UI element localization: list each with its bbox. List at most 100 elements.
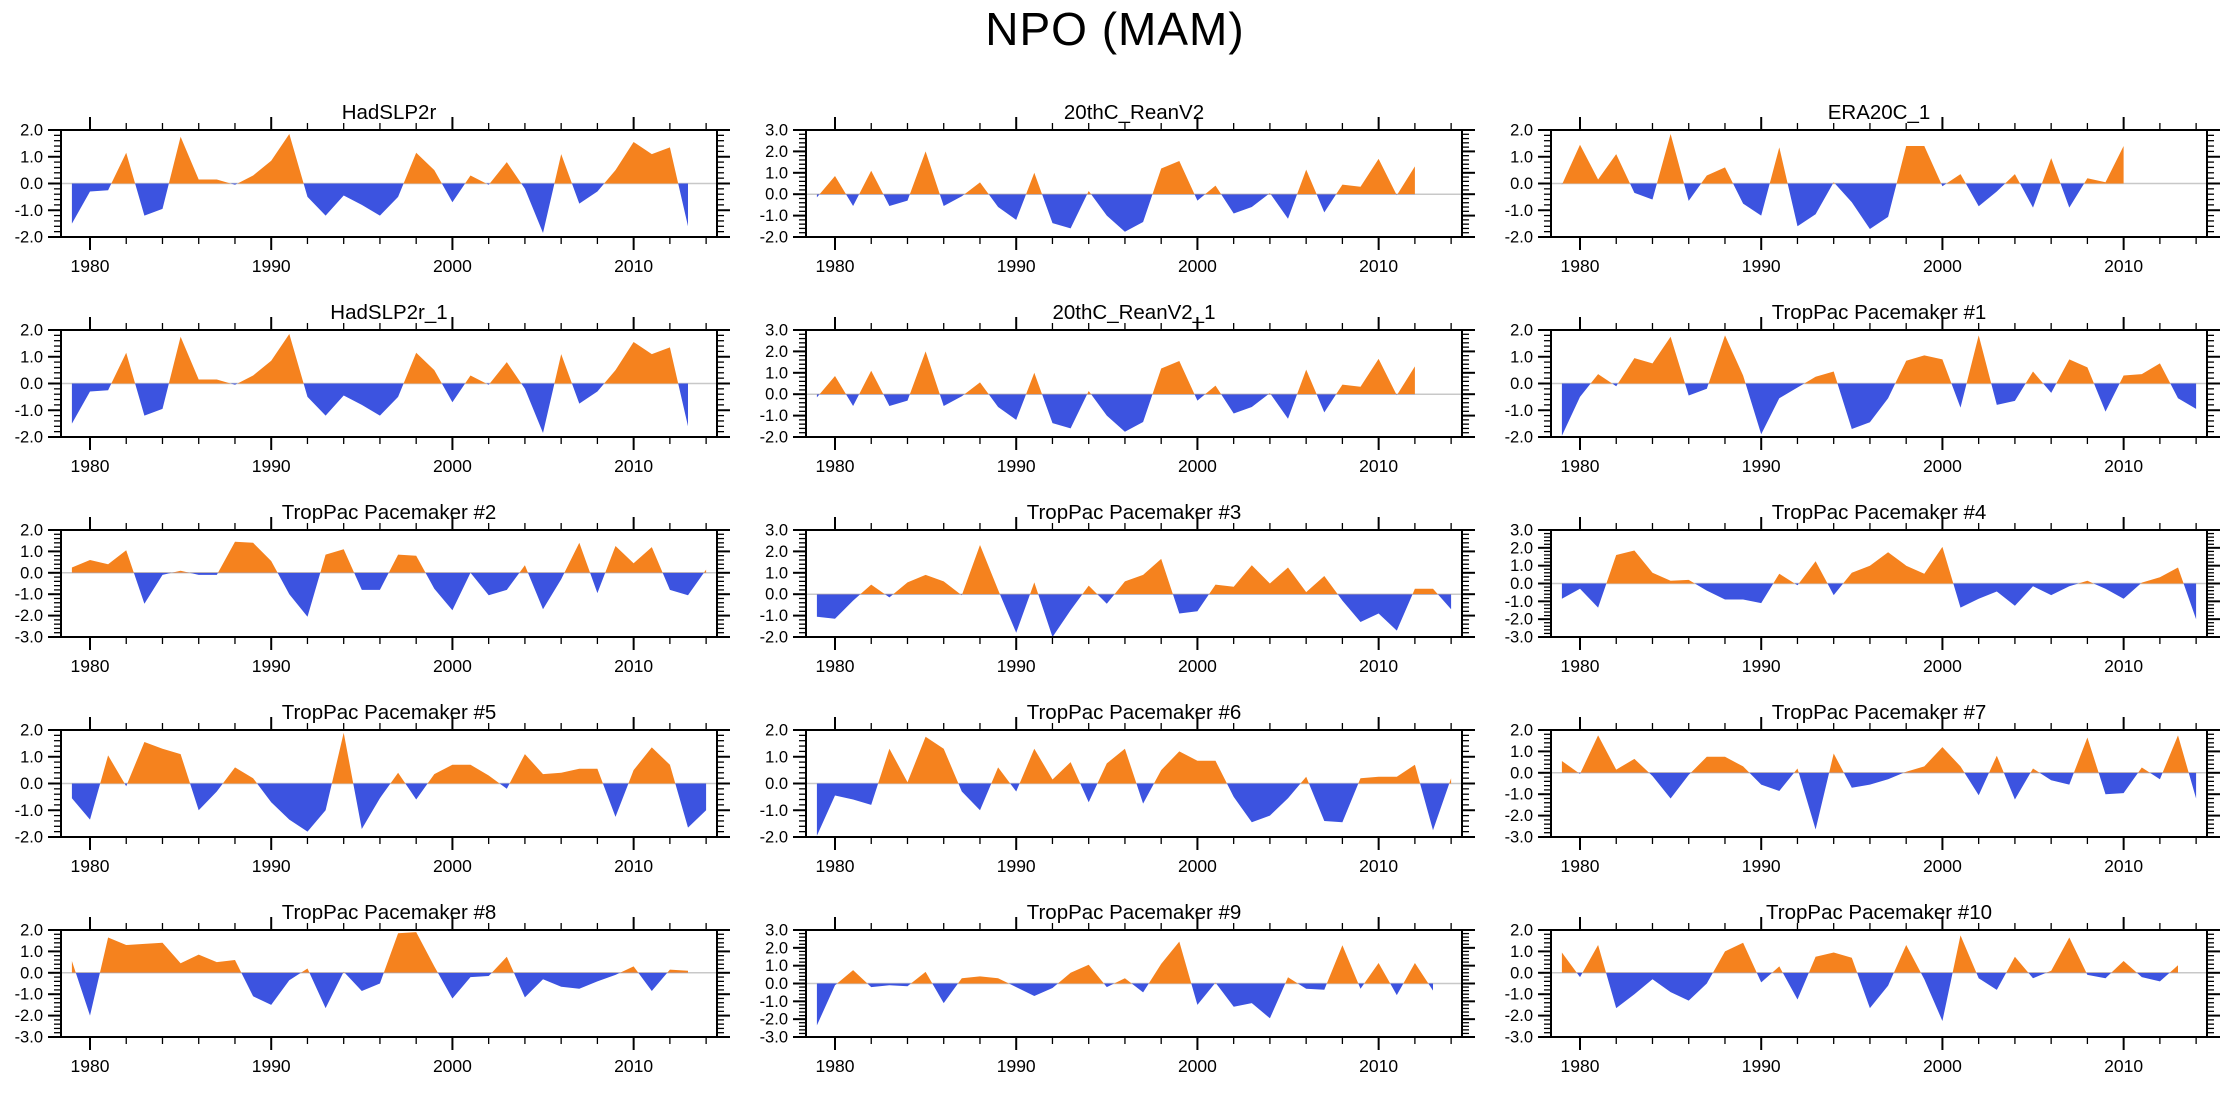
x-tick-label: 1990 bbox=[997, 1056, 1036, 1076]
y-tick-label: 1.0 bbox=[1510, 557, 1533, 575]
x-tick-label: 2010 bbox=[1359, 1056, 1398, 1076]
x-tick-label: 2010 bbox=[2104, 456, 2143, 476]
y-tick-label: -3.0 bbox=[1505, 629, 1533, 647]
area-positive bbox=[1561, 735, 2189, 773]
y-tick-label: -2.0 bbox=[760, 229, 788, 247]
area-positive bbox=[819, 351, 1415, 395]
area-positive bbox=[819, 151, 1415, 195]
area-negative bbox=[71, 783, 707, 832]
y-tick-label: 1.0 bbox=[20, 748, 43, 766]
y-tick-label: 2.0 bbox=[20, 522, 43, 540]
timeseries-chart: TropPac Pacemaker #4 1980 1990 2000 2010 3.0… bbox=[1505, 501, 2220, 676]
y-tick-label: -1.0 bbox=[1505, 786, 1533, 804]
y-tick-label: 2.0 bbox=[20, 322, 43, 340]
y-tick-label: 2.0 bbox=[1510, 722, 1533, 740]
area-negative bbox=[71, 183, 688, 233]
x-tick-label: 1980 bbox=[1561, 256, 1600, 276]
timeseries-chart: 20thC_ReanV2_1 1980 1990 2000 2010 3.0 2.0 1.0… bbox=[760, 301, 1475, 476]
panel-20thc-reanv2: 20thC_ReanV2 1980 1990 2000 2010 3.0 2.0 1.0 0.… bbox=[745, 100, 1490, 300]
y-tick-label: -2.0 bbox=[1505, 429, 1533, 447]
x-tick-label: 1980 bbox=[71, 456, 110, 476]
panel-title: TropPac Pacemaker #8 bbox=[282, 901, 497, 924]
panel-troppac-pacemaker-4: TropPac Pacemaker #4 1980 1990 2000 2010 3.0… bbox=[1490, 500, 2230, 700]
y-tick-label: -1.0 bbox=[760, 407, 788, 425]
panel-troppac-pacemaker-6: TropPac Pacemaker #6 1980 1990 2000 2010 2.0… bbox=[745, 700, 1490, 900]
area-negative bbox=[1561, 583, 2197, 620]
panel-title: 20thC_ReanV2_1 bbox=[1053, 301, 1216, 324]
x-tick-label: 2000 bbox=[1178, 656, 1217, 676]
panel-title: TropPac Pacemaker #6 bbox=[1027, 701, 1242, 724]
x-tick-label: 2010 bbox=[1359, 256, 1398, 276]
timeseries-chart: TropPac Pacemaker #1 1980 1990 2000 2010 2.0… bbox=[1505, 301, 2220, 476]
plot-frame bbox=[60, 529, 718, 638]
x-tick-label: 2000 bbox=[433, 1056, 472, 1076]
area-positive bbox=[71, 541, 707, 573]
x-tick-label: 1980 bbox=[1561, 856, 1600, 876]
timeseries-chart: TropPac Pacemaker #7 1980 1990 2000 2010 2.0… bbox=[1505, 701, 2220, 876]
y-tick-label: 2.0 bbox=[1510, 922, 1533, 940]
area-negative bbox=[1576, 972, 2170, 1021]
x-tick-label: 1980 bbox=[816, 856, 855, 876]
x-tick-label: 1990 bbox=[1742, 1056, 1781, 1076]
area-positive bbox=[1561, 935, 2178, 973]
y-tick-label: -2.0 bbox=[1505, 229, 1533, 247]
area-negative bbox=[816, 394, 1415, 432]
panel-title: TropPac Pacemaker #5 bbox=[282, 701, 497, 724]
y-tick-label: 1.0 bbox=[765, 564, 788, 582]
x-tick-label: 1990 bbox=[1742, 456, 1781, 476]
y-tick-label: 2.0 bbox=[1510, 122, 1533, 140]
main-title: NPO (MAM) bbox=[985, 3, 1245, 55]
y-tick-label: 0.0 bbox=[765, 186, 788, 204]
x-tick-label: 1980 bbox=[816, 256, 855, 276]
page-header: NPO (MAM) bbox=[0, 0, 2230, 100]
y-tick-label: 0.0 bbox=[1510, 375, 1533, 393]
y-tick-label: 2.0 bbox=[20, 922, 43, 940]
panel-title: HadSLP2r_1 bbox=[330, 301, 447, 324]
area-negative bbox=[1561, 383, 2197, 436]
y-tick-label: 1.0 bbox=[1510, 148, 1533, 166]
y-tick-label: -1.0 bbox=[760, 993, 788, 1011]
x-tick-label: 1980 bbox=[816, 456, 855, 476]
x-tick-label: 2010 bbox=[614, 456, 653, 476]
y-tick-label: -1.0 bbox=[15, 402, 43, 420]
plot-frame bbox=[805, 529, 1463, 638]
area-positive bbox=[1561, 134, 2124, 184]
panel-troppac-pacemaker-7: TropPac Pacemaker #7 1980 1990 2000 2010 2.0… bbox=[1490, 700, 2230, 900]
y-tick-label: -1.0 bbox=[1505, 593, 1533, 611]
y-tick-label: -2.0 bbox=[15, 229, 43, 247]
y-tick-label: -3.0 bbox=[1505, 829, 1533, 847]
area-negative bbox=[816, 783, 1452, 836]
timeseries-chart: HadSLP2r_1 1980 1990 2000 2010 2.0 1.0 0.0 -1.0… bbox=[15, 301, 730, 476]
timeseries-chart: TropPac Pacemaker #8 1980 1990 2000 2010 2.0… bbox=[15, 901, 730, 1076]
area-positive bbox=[1561, 335, 2197, 384]
panel-troppac-pacemaker-5: TropPac Pacemaker #5 1980 1990 2000 2010 2.0… bbox=[0, 700, 745, 900]
area-negative bbox=[816, 983, 1433, 1026]
x-tick-label: 2000 bbox=[433, 456, 472, 476]
y-tick-label: 0.0 bbox=[20, 175, 43, 193]
x-tick-label: 1990 bbox=[252, 856, 291, 876]
y-tick-label: 1.0 bbox=[20, 148, 43, 166]
x-tick-label: 2000 bbox=[1178, 456, 1217, 476]
y-tick-label: 0.0 bbox=[20, 775, 43, 793]
x-tick-label: 1980 bbox=[816, 1056, 855, 1076]
panel-title: TropPac Pacemaker #4 bbox=[1772, 501, 1987, 524]
x-tick-label: 2000 bbox=[1178, 256, 1217, 276]
x-tick-label: 2010 bbox=[614, 1056, 653, 1076]
y-tick-label: 0.0 bbox=[765, 975, 788, 993]
plot-frame bbox=[60, 929, 718, 1038]
area-positive bbox=[816, 736, 1452, 784]
x-tick-label: 2000 bbox=[1923, 856, 1962, 876]
x-tick-label: 2010 bbox=[2104, 256, 2143, 276]
x-tick-label: 1990 bbox=[997, 656, 1036, 676]
y-tick-label: 1.0 bbox=[765, 748, 788, 766]
x-tick-label: 1990 bbox=[252, 656, 291, 676]
y-tick-label: 1.0 bbox=[20, 943, 43, 961]
y-tick-label: 0.0 bbox=[1510, 764, 1533, 782]
y-tick-label: 1.0 bbox=[765, 364, 788, 382]
y-tick-label: -1.0 bbox=[760, 607, 788, 625]
y-tick-label: -1.0 bbox=[1505, 202, 1533, 220]
panel-title: 20thC_ReanV2 bbox=[1064, 101, 1204, 124]
area-negative bbox=[816, 194, 1415, 232]
x-tick-label: 1990 bbox=[1742, 256, 1781, 276]
x-tick-label: 2010 bbox=[614, 856, 653, 876]
